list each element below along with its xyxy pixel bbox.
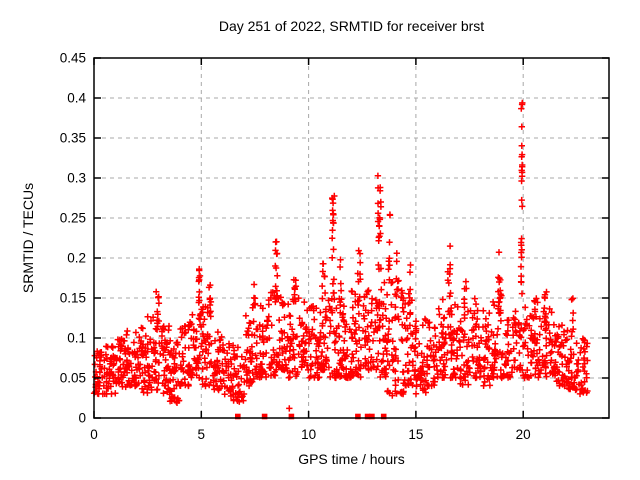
x-tick-label: 0 (90, 427, 98, 442)
y-axis-label: SRMTID / TECUs (20, 182, 36, 294)
x-tick-label: 20 (516, 427, 531, 442)
y-tick-label: 0.4 (67, 91, 86, 106)
x-tick-label: 15 (408, 427, 423, 442)
x-axis-label: GPS time / hours (298, 451, 405, 467)
y-tick-label: 0 (78, 411, 86, 426)
y-tick-label: 0.35 (60, 131, 86, 146)
chart-title: Day 251 of 2022, SRMTID for receiver brs… (218, 18, 485, 34)
y-tick-labels: 0 0.05 0.1 0.15 0.2 0.25 0.3 0.35 0.4 0.45 (60, 51, 87, 426)
x-tick-labels: 0 5 10 15 20 (90, 427, 530, 442)
y-tick-label: 0.3 (67, 171, 86, 186)
plot-border (93, 57, 610, 419)
axis-ticks (93, 57, 609, 419)
y-tick-label: 0.2 (67, 251, 86, 266)
data-points (90, 99, 591, 412)
zero-markers (235, 413, 387, 420)
x-tick-label: 5 (198, 427, 206, 442)
y-tick-label: 0.15 (60, 291, 86, 306)
y-tick-label: 0.25 (60, 211, 86, 226)
x-tick-label: 10 (301, 427, 316, 442)
y-tick-label: 0.05 (60, 371, 86, 386)
y-tick-label: 0.45 (60, 51, 86, 66)
y-tick-label: 0.1 (67, 331, 86, 346)
